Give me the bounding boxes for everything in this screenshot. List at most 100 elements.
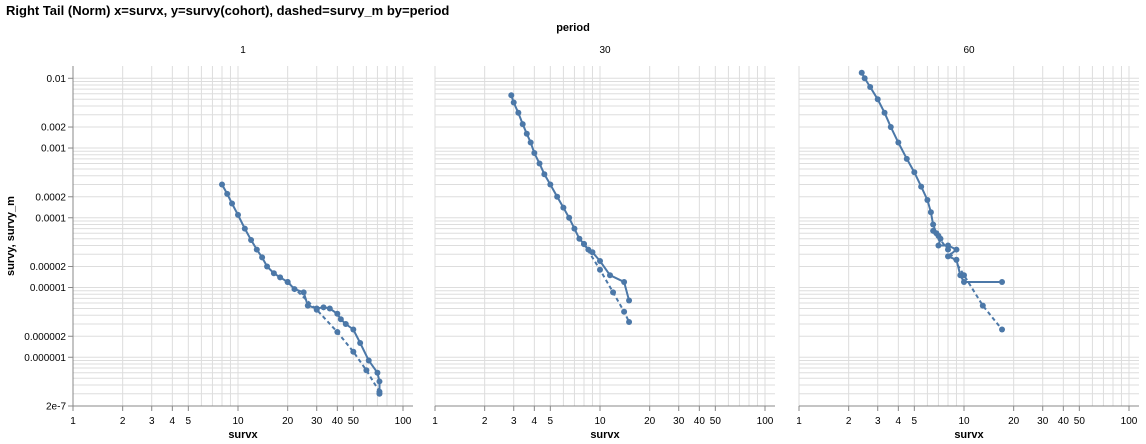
x-axis-title: survx <box>228 429 258 441</box>
y-tick-label: 0.000002 <box>24 332 66 343</box>
point-survy <box>510 99 517 106</box>
x-tick-label: 50 <box>710 416 722 427</box>
point-survy <box>571 225 578 232</box>
x-tick-label: 100 <box>757 416 774 427</box>
x-tick-label: 40 <box>1058 416 1070 427</box>
y-tick-label: 0.01 <box>47 74 67 85</box>
point-survy_m <box>350 348 357 355</box>
point-survy <box>241 225 248 232</box>
point-survy <box>918 183 925 190</box>
y-tick-label: 0.000001 <box>24 353 66 364</box>
point-survy <box>523 130 530 137</box>
point-survy <box>300 289 307 296</box>
x-tick-label: 4 <box>532 416 538 427</box>
point-survy_m <box>610 289 617 296</box>
point-survy <box>248 236 255 243</box>
facet-label: 60 <box>963 45 975 56</box>
point-survy <box>342 320 349 327</box>
x-tick-label: 1 <box>70 416 76 427</box>
series-line-survy <box>860 72 1002 283</box>
point-survy <box>560 204 567 211</box>
point-survy <box>519 121 526 128</box>
point-survy <box>508 92 515 99</box>
point-survy_m <box>581 241 588 248</box>
x-tick-label: 3 <box>511 416 517 427</box>
point-survy <box>895 139 902 146</box>
point-survy <box>253 246 260 253</box>
point-survy <box>350 326 357 333</box>
point-survy <box>259 254 266 261</box>
point-survy <box>861 75 868 82</box>
x-tick-label: 2 <box>120 416 126 427</box>
y-tick-label: 0.0001 <box>35 213 66 224</box>
series-line-survy <box>510 94 631 301</box>
point-survy_m <box>363 367 370 374</box>
facet-label: 1 <box>240 45 246 56</box>
point-survy <box>320 304 327 311</box>
x-tick-label: 5 <box>912 416 918 427</box>
point-survy <box>930 221 937 228</box>
x-tick-label: 5 <box>548 416 554 427</box>
point-survy <box>219 181 226 188</box>
point-survy <box>229 200 236 207</box>
x-tick-label: 3 <box>149 416 155 427</box>
x-tick-label: 50 <box>1074 416 1086 427</box>
point-survy <box>867 83 874 90</box>
x-tick-label: 3 <box>875 416 881 427</box>
point-survy <box>270 270 277 277</box>
point-survy <box>536 160 543 167</box>
x-tick-label: 1 <box>796 416 802 427</box>
series-line-survy <box>221 184 381 394</box>
point-survy <box>357 340 364 347</box>
point-survy_m <box>334 329 341 336</box>
point-survy <box>304 302 311 309</box>
x-axis-title: survx <box>954 429 984 441</box>
x-tick-label: 10 <box>594 416 606 427</box>
point-survy <box>858 69 865 76</box>
point-survy <box>566 214 573 221</box>
x-tick-label: 40 <box>332 416 344 427</box>
point-survy <box>589 249 596 256</box>
point-survy <box>935 242 942 249</box>
x-tick-label: 20 <box>644 416 656 427</box>
point-survy_m <box>979 302 986 309</box>
point-survy <box>277 274 284 281</box>
point-survy <box>326 305 333 312</box>
point-survy <box>576 235 583 242</box>
x-tick-label: 2 <box>846 416 852 427</box>
point-survy <box>903 155 910 162</box>
point-survy <box>531 149 538 156</box>
point-survy <box>924 196 931 203</box>
x-tick-label: 30 <box>1037 416 1049 427</box>
point-survy <box>235 211 241 218</box>
point-survy <box>541 171 548 178</box>
point-survy <box>961 278 967 285</box>
point-survy <box>597 257 603 264</box>
point-survy <box>999 278 1006 285</box>
y-tick-label: 0.00001 <box>30 283 67 294</box>
facet-field-label: period <box>556 22 590 34</box>
point-survy <box>626 297 633 304</box>
point-survy_m <box>945 246 952 253</box>
x-tick-label: 5 <box>186 416 192 427</box>
x-tick-label: 2 <box>482 416 488 427</box>
point-survy <box>953 246 960 253</box>
point-survy <box>874 96 881 103</box>
point-survy <box>547 181 554 188</box>
point-survy_m <box>930 227 937 234</box>
series-line-survy_m <box>287 281 381 393</box>
point-survy <box>264 263 271 270</box>
x-axis-title: survx <box>590 429 620 441</box>
point-survy_m <box>313 306 320 313</box>
x-tick-label: 20 <box>1008 416 1020 427</box>
point-survy <box>607 272 614 279</box>
x-tick-label: 10 <box>958 416 970 427</box>
point-survy <box>621 278 628 285</box>
point-survy <box>376 378 383 385</box>
y-tick-label: 0.002 <box>41 123 66 134</box>
x-tick-label: 4 <box>170 416 176 427</box>
x-tick-label: 50 <box>348 416 360 427</box>
x-tick-label: 30 <box>673 416 685 427</box>
x-tick-label: 100 <box>1121 416 1138 427</box>
